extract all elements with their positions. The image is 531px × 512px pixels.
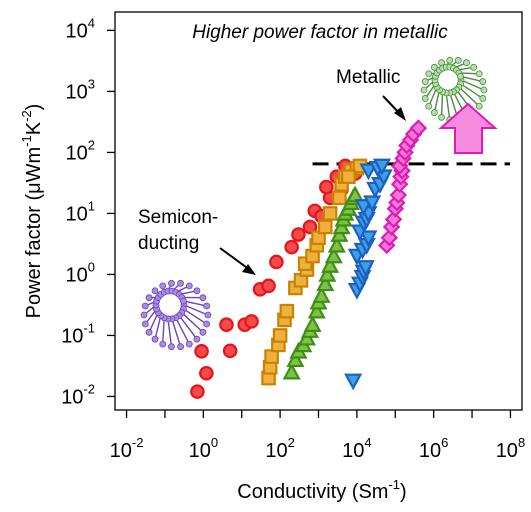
x-tick-label: 108 — [496, 435, 525, 462]
data-point-triangle-down — [372, 158, 392, 176]
data-point-circle — [199, 365, 214, 381]
annotation-metallic: Metallic — [336, 67, 400, 88]
data-point-circle — [190, 384, 205, 399]
y-tick-label: 10-2 — [61, 381, 95, 408]
data-point-circle — [222, 343, 238, 359]
y-axis-label: Power factor (μWm-1K-2) — [19, 104, 45, 319]
data-point-square — [279, 303, 295, 319]
data-point-square — [317, 219, 333, 235]
semiconducting-pointer-arrow — [219, 247, 251, 271]
data-point-triangle-up — [321, 255, 340, 273]
data-point-triangle-up — [346, 185, 365, 203]
y-tick-label: 101 — [66, 198, 95, 225]
data-point-triangle-up — [282, 362, 301, 380]
x-tick-label: 10-2 — [110, 435, 144, 462]
data-point-triangle-up — [286, 350, 305, 368]
data-point-square — [341, 169, 356, 184]
data-point-triangle-up — [303, 315, 322, 333]
data-point-circle — [219, 317, 234, 333]
y-tick-label: 10-1 — [61, 320, 95, 347]
y-tick-label: 104 — [66, 15, 95, 42]
x-tick-label: 106 — [419, 435, 448, 462]
data-point-circle — [261, 278, 276, 294]
data-point-diamond — [384, 210, 403, 229]
y-tick-label: 100 — [66, 259, 95, 286]
data-point-diamond — [409, 119, 428, 137]
data-point-square — [322, 206, 338, 221]
data-point-square — [272, 328, 288, 343]
data-point-circle — [302, 219, 318, 235]
data-point-triangle-down — [359, 230, 378, 248]
data-point-triangle-up — [318, 264, 337, 282]
metallic-pointer-arrowhead — [394, 107, 406, 121]
data-point-circle — [284, 239, 299, 255]
data-point-circle — [319, 179, 334, 195]
y-tick-label: 103 — [66, 76, 95, 103]
data-point-triangle-up — [312, 286, 331, 303]
data-point-triangle-up — [316, 274, 335, 292]
annotation-semiconducting-line1: Semicon- — [138, 207, 218, 228]
x-tick-label: 102 — [265, 435, 294, 462]
x-axis-label: Conductivity (Sm-1) — [237, 477, 406, 503]
semiconducting-nanotube-icon — [140, 279, 212, 351]
annotation-semiconducting-line2: ducting — [138, 233, 199, 254]
x-tick-label: 100 — [189, 435, 218, 462]
data-point-circle — [194, 343, 209, 359]
data-point-diamond — [389, 186, 408, 204]
data-point-circle — [291, 227, 306, 242]
data-point-triangle-up — [307, 301, 326, 319]
chart-title: Higher power factor in metallic — [192, 22, 448, 43]
data-point-triangle-down — [354, 199, 373, 216]
data-point-triangle-down — [344, 373, 363, 391]
data-point-triangle-down — [356, 260, 375, 278]
data-point-circle — [269, 254, 284, 270]
data-point-triangle-up — [324, 246, 343, 264]
metallic-nanotube-icon — [420, 56, 488, 124]
data-point-triangle-up — [327, 235, 346, 253]
pink-up-arrow-icon — [438, 102, 498, 154]
data-point-square — [264, 349, 279, 364]
y-tick-label: 102 — [66, 137, 95, 164]
x-tick-label: 104 — [342, 435, 371, 462]
data-point-triangle-down — [363, 195, 382, 213]
data-point-circle — [244, 314, 259, 329]
data-point-triangle-down — [359, 163, 378, 181]
data-point-square — [332, 190, 347, 206]
semiconducting-pointer-arrowhead — [242, 264, 256, 275]
